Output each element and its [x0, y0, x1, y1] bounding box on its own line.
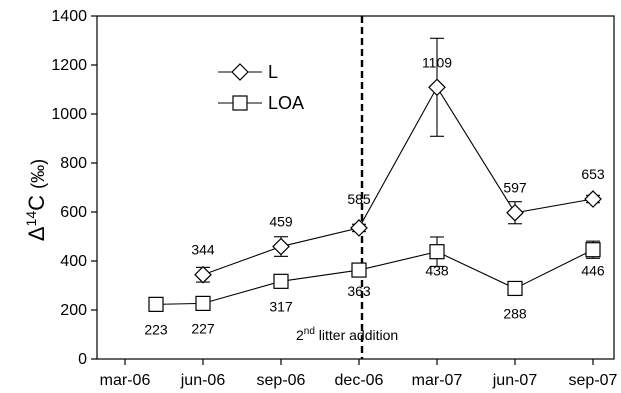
axes: 0 200 400 600 800 1000 1200 1400 mar-06 jun-06 sep… [51, 8, 617, 389]
data-point [506, 203, 524, 222]
legend-marker [232, 95, 248, 111]
series-l [194, 37, 602, 284]
data-point [429, 244, 445, 260]
y-tick-label: 600 [60, 204, 87, 221]
x-tick-label: mar-06 [100, 372, 151, 389]
x-tick-label: jun-06 [180, 372, 226, 389]
annotation: 2nd litter addition [296, 16, 398, 359]
data-labels: 344 459 585 1109 597 653 223 227 317 363 438 288 446 [144, 54, 605, 337]
series-loa [148, 236, 601, 312]
data-point [584, 190, 602, 208]
x-tick-label: mar-07 [412, 372, 463, 389]
data-label: 317 [269, 298, 293, 314]
data-label: 653 [581, 166, 605, 182]
data-point [507, 280, 523, 297]
y-tick-label: 1200 [51, 57, 87, 74]
legend-marker [231, 63, 249, 81]
data-point [148, 296, 164, 312]
data-label: 585 [347, 191, 371, 207]
x-tick-label: sep-07 [569, 372, 618, 389]
data-label: 438 [425, 263, 449, 279]
data-point [273, 273, 289, 289]
legend-label: LOA [268, 93, 304, 113]
y-tick-label: 0 [78, 351, 87, 368]
y-tick-label: 400 [60, 253, 87, 270]
data-point [351, 262, 367, 278]
data-label: 446 [581, 263, 605, 279]
series-line [155, 249, 594, 305]
x-tick-label: dec-06 [335, 372, 384, 389]
annotation-label: 2nd litter addition [296, 326, 398, 343]
data-point [194, 265, 212, 284]
data-label: 288 [503, 305, 527, 321]
data-label: 344 [191, 242, 215, 258]
y-axis-label: Δ14C (‰) [23, 159, 49, 241]
data-label: 459 [269, 214, 293, 230]
data-point [195, 295, 211, 311]
y-tick-label: 1000 [51, 106, 87, 123]
plot-frame [96, 15, 615, 360]
data-label: 223 [144, 321, 168, 337]
data-label: 227 [191, 320, 215, 336]
data-label: 1109 [422, 54, 452, 70]
legend: L LOA [218, 62, 304, 113]
data-point [428, 78, 446, 97]
series-layer [148, 37, 602, 312]
y-tick-label: 1400 [51, 8, 87, 25]
data-point [350, 219, 368, 237]
y-axis-label-text: Δ14C (‰) [23, 159, 49, 241]
data-label: 363 [347, 283, 371, 299]
legend-item-loa: LOA [218, 93, 304, 113]
data-point [585, 242, 601, 258]
data-label: 597 [503, 180, 527, 196]
y-tick-label: 200 [60, 302, 87, 319]
legend-item-l: L [218, 62, 278, 82]
x-tick-label: jun-07 [492, 372, 538, 389]
legend-label: L [268, 62, 278, 82]
data-point [272, 237, 290, 256]
y-tick-label: 800 [60, 155, 87, 172]
series-line [202, 86, 594, 276]
x-tick-label: sep-06 [257, 372, 306, 389]
